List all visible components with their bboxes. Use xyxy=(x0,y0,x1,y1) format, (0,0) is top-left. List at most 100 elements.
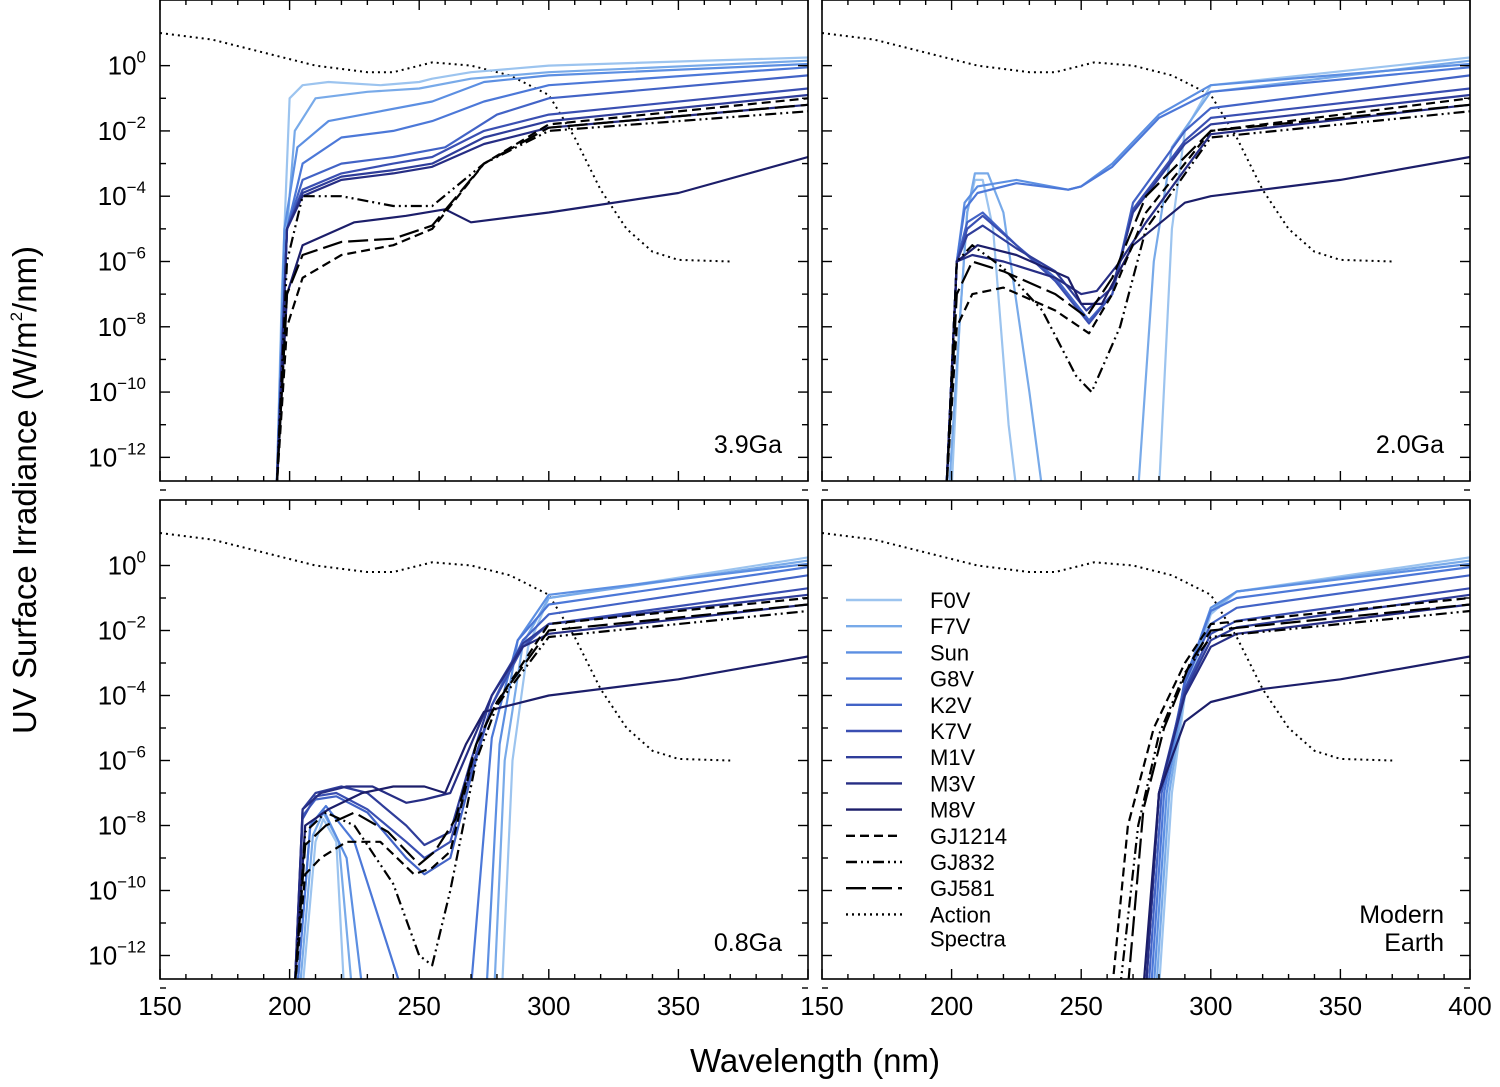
y-axis-title-tail: /nm) xyxy=(6,246,43,312)
series-gj832 xyxy=(1119,609,1470,979)
legend-label: Action xyxy=(930,902,991,927)
panel-3-9ga-plot xyxy=(160,32,808,481)
panels-layer xyxy=(160,32,1470,979)
legend-label: F0V xyxy=(930,588,971,613)
panel-modern-earth-plot xyxy=(822,532,1470,979)
series-m8v xyxy=(294,655,808,979)
series-f7v xyxy=(299,559,808,979)
y-tick-label: 10−12 xyxy=(88,439,146,472)
series-m3v xyxy=(294,603,808,979)
legend-label: M3V xyxy=(930,771,976,796)
series-sun xyxy=(945,62,1470,481)
y-tick-label: 10−12 xyxy=(88,938,146,971)
legend-label: Sun xyxy=(930,640,969,665)
y-axis-title-superscript: 2 xyxy=(7,312,26,321)
series-f0v xyxy=(302,556,808,979)
y-tick-label: 10−8 xyxy=(98,309,146,342)
legend-item-gj1214: GJ1214 xyxy=(846,824,1007,849)
panel-0-8ga-plot xyxy=(160,532,808,979)
x-tick-label: 200 xyxy=(930,991,973,1021)
legend-item-gj581: GJ581 xyxy=(846,876,995,901)
legend-item-sun: Sun xyxy=(846,640,969,665)
series-g8v xyxy=(275,66,808,481)
legend-item-m3v: M3V xyxy=(846,771,976,796)
series-gj832 xyxy=(275,110,808,481)
legend-label: GJ581 xyxy=(930,876,995,901)
legend-label: G8V xyxy=(930,667,974,692)
series-m3v xyxy=(275,103,808,481)
series-gj1214 xyxy=(276,97,808,481)
panel-label: 0.8Ga xyxy=(714,929,782,957)
x-tick-label: 150 xyxy=(138,991,181,1021)
axes-layer: 100 10−2 10−4 10−6 10−8 10−10 10−12 3.9Ga 2.0Ga 1… xyxy=(88,0,1492,1021)
series-f7v xyxy=(275,59,808,481)
x-tick-label: 400 xyxy=(1448,991,1491,1021)
series-m8v xyxy=(1143,655,1470,979)
y-tick-label: 10−4 xyxy=(98,178,146,211)
legend-item-m1v: M1V xyxy=(846,745,976,770)
x-tick-label: 200 xyxy=(268,991,311,1021)
legend-label: GJ832 xyxy=(930,850,995,875)
series-gj581 xyxy=(275,103,808,481)
series-gj581 xyxy=(945,103,1470,481)
series-k2v xyxy=(1148,574,1470,979)
series-k2v xyxy=(945,74,1470,481)
legend-item-g8v: G8V xyxy=(846,667,974,692)
series-k7v xyxy=(275,87,808,481)
panel-frame xyxy=(821,499,1471,980)
y-tick-label: 100 xyxy=(108,48,146,81)
y-tick-label: 10−4 xyxy=(98,678,146,711)
x-tick-label: 250 xyxy=(1060,991,1103,1021)
y-tick-label: 10−6 xyxy=(98,244,146,277)
legend: F0VF7VSunG8VK2VK7VM1VM3VM8VGJ1214GJ832GJ… xyxy=(846,588,1007,951)
legend-item-f0v: F0V xyxy=(846,588,971,613)
panel-label: Modern xyxy=(1359,901,1444,929)
legend-label: K2V xyxy=(930,693,972,718)
y-axis-title: UV Surface Irradiance (W/m2/nm) xyxy=(6,246,43,734)
series-action-spectra xyxy=(822,532,1393,762)
series-k2v xyxy=(275,74,808,481)
legend-label: M1V xyxy=(930,745,976,770)
panel-2-0ga-plot xyxy=(822,32,1470,481)
panel-frame xyxy=(159,0,809,482)
legend-label: K7V xyxy=(930,719,972,744)
series-sun xyxy=(275,62,808,481)
series-action-spectra xyxy=(160,532,731,762)
legend-item-k2v: K2V xyxy=(846,693,972,718)
y-tick-label: 10−2 xyxy=(98,613,146,646)
series-k2v xyxy=(294,574,808,979)
series-g8v xyxy=(297,566,808,979)
x-tick-label: 300 xyxy=(527,991,570,1021)
series-m8v xyxy=(275,155,808,481)
y-axis-title-main: UV Surface Irradiance (W/m xyxy=(6,321,43,734)
legend-label: F7V xyxy=(930,614,971,639)
x-tick-label: 350 xyxy=(657,991,700,1021)
series-gj1214 xyxy=(1112,596,1470,979)
x-tick-label: 300 xyxy=(1189,991,1232,1021)
series-f0v xyxy=(950,56,1470,481)
series-gj581 xyxy=(1127,603,1470,979)
panel-label: Earth xyxy=(1384,929,1444,957)
series-action-spectra xyxy=(822,32,1393,263)
series-sun xyxy=(297,562,808,979)
legend-item-k7v: K7V xyxy=(846,719,972,744)
series-gj832 xyxy=(945,110,1470,481)
panel-frame xyxy=(159,499,809,980)
series-m8v xyxy=(945,155,1470,481)
y-tick-label: 10−10 xyxy=(88,873,146,906)
y-tick-label: 100 xyxy=(108,548,146,581)
series-k7v xyxy=(945,87,1470,481)
legend-item-gj832: GJ832 xyxy=(846,850,995,875)
x-tick-label: 250 xyxy=(398,991,441,1021)
legend-item-f7v: F7V xyxy=(846,614,971,639)
y-tick-label: 10−2 xyxy=(98,113,146,146)
series-m1v xyxy=(294,593,808,979)
panel-frame xyxy=(821,0,1471,482)
legend-label: M8V xyxy=(930,798,976,823)
series-gj1214 xyxy=(945,97,1470,481)
x-axis-title: Wavelength (nm) xyxy=(690,1042,940,1079)
series-f0v xyxy=(275,56,808,481)
panel-label: 3.9Ga xyxy=(714,431,782,459)
y-tick-label: 10−10 xyxy=(88,374,146,407)
